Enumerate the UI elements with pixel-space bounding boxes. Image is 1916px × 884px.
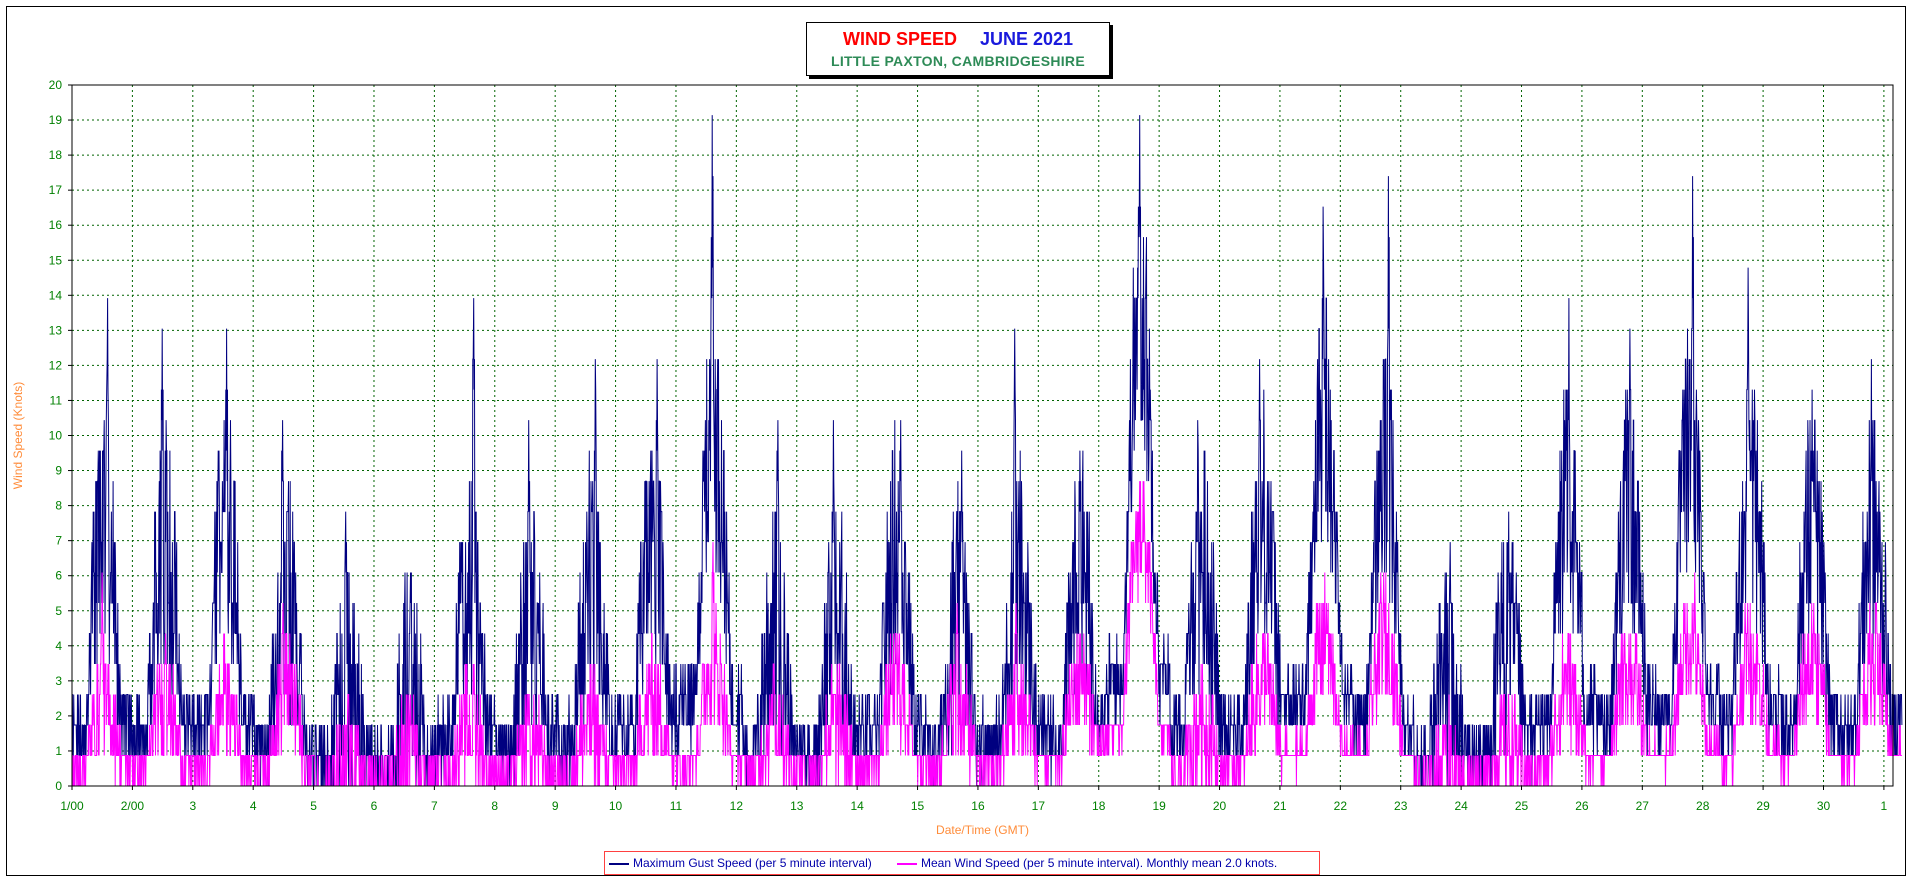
- legend-swatch-mean: [897, 862, 917, 865]
- x-tick-label: 7: [431, 799, 438, 813]
- series-line: [71, 115, 1903, 787]
- x-tick-label: 1: [1881, 799, 1888, 813]
- x-tick-label: 12: [730, 799, 744, 813]
- x-tick-label: 2/00: [121, 799, 145, 813]
- x-tick-label: 16: [971, 799, 985, 813]
- x-tick-label: 13: [790, 799, 804, 813]
- x-tick-label: 9: [552, 799, 559, 813]
- x-tick-label: 28: [1696, 799, 1710, 813]
- x-tick-label: 27: [1636, 799, 1650, 813]
- legend-item-mean: Mean Wind Speed (per 5 minute interval).…: [897, 856, 1277, 870]
- x-tick-label: 23: [1394, 799, 1408, 813]
- x-tick-label: 20: [1213, 799, 1227, 813]
- legend-label-gust: Maximum Gust Speed (per 5 minute interva…: [633, 856, 872, 870]
- legend-item-gust: Maximum Gust Speed (per 5 minute interva…: [609, 856, 872, 870]
- x-tick-label: 6: [371, 799, 378, 813]
- x-tick-label: 24: [1454, 799, 1468, 813]
- x-tick-label: 17: [1032, 799, 1046, 813]
- x-tick-label: 1/00: [60, 799, 84, 813]
- y-tick-label: 9: [55, 464, 62, 478]
- x-tick-label: 22: [1334, 799, 1348, 813]
- y-tick-label: 20: [49, 78, 63, 92]
- y-tick-label: 13: [49, 323, 63, 337]
- chart-title-box: WIND SPEED JUNE 2021 LITTLE PAXTON, CAMB…: [806, 22, 1110, 76]
- y-tick-label: 4: [55, 639, 62, 653]
- y-tick-label: 17: [49, 183, 63, 197]
- chart-month: JUNE 2021: [979, 29, 1074, 49]
- x-tick-label: 11: [670, 799, 683, 813]
- y-tick-label: 5: [55, 604, 62, 618]
- x-tick-label: 18: [1092, 799, 1106, 813]
- legend-label-mean: Mean Wind Speed (per 5 minute interval).…: [921, 856, 1278, 870]
- y-tick-label: 16: [49, 218, 63, 232]
- y-axis-label: Wind Speed (Knots): [11, 382, 25, 489]
- x-tick-label: 26: [1575, 799, 1589, 813]
- y-tick-label: 1: [55, 744, 62, 758]
- legend-swatch-gust: [609, 862, 629, 865]
- y-tick-label: 3: [55, 674, 62, 688]
- x-tick-label: 8: [491, 799, 498, 813]
- y-tick-label: 2: [55, 709, 62, 723]
- chart-title-line: WIND SPEED JUNE 2021: [807, 29, 1109, 50]
- y-tick-label: 10: [49, 429, 63, 443]
- y-tick-label: 11: [50, 393, 63, 407]
- y-tick-label: 15: [49, 253, 63, 267]
- x-tick-label: 5: [310, 799, 317, 813]
- x-tick-label: 21: [1273, 799, 1287, 813]
- gust-series: [71, 115, 1903, 787]
- y-tick-label: 12: [49, 358, 63, 372]
- plot-area-border: [71, 84, 1894, 787]
- y-tick-label: 19: [49, 113, 63, 127]
- x-tick-label: 19: [1152, 799, 1166, 813]
- y-tick-label: 7: [55, 534, 62, 548]
- y-tick-label: 0: [55, 779, 62, 793]
- x-tick-label: 15: [911, 799, 925, 813]
- x-tick-label: 25: [1515, 799, 1529, 813]
- chart-location: LITTLE PAXTON, CAMBRIDGESHIRE: [831, 53, 1085, 69]
- y-tick-label: 18: [49, 148, 63, 162]
- x-axis-ticks: 1/00 2/00 3 4 5 6 7 8 9 10 11 12 13 14 15 16 17 18 19 20 21 2…: [60, 786, 1888, 813]
- y-tick-label: 6: [55, 569, 62, 583]
- x-tick-label: 30: [1817, 799, 1831, 813]
- chart-title: WIND SPEED: [842, 29, 957, 49]
- x-tick-label: 29: [1756, 799, 1770, 813]
- y-tick-label: 8: [55, 499, 62, 513]
- y-tick-label: 14: [49, 288, 63, 302]
- x-tick-label: 3: [189, 799, 196, 813]
- x-tick-label: 4: [250, 799, 257, 813]
- chart-legend: Maximum Gust Speed (per 5 minute interva…: [604, 851, 1320, 875]
- x-tick-label: 14: [850, 799, 864, 813]
- x-axis-label: Date/Time (GMT): [936, 823, 1029, 837]
- x-tick-label: 10: [609, 799, 623, 813]
